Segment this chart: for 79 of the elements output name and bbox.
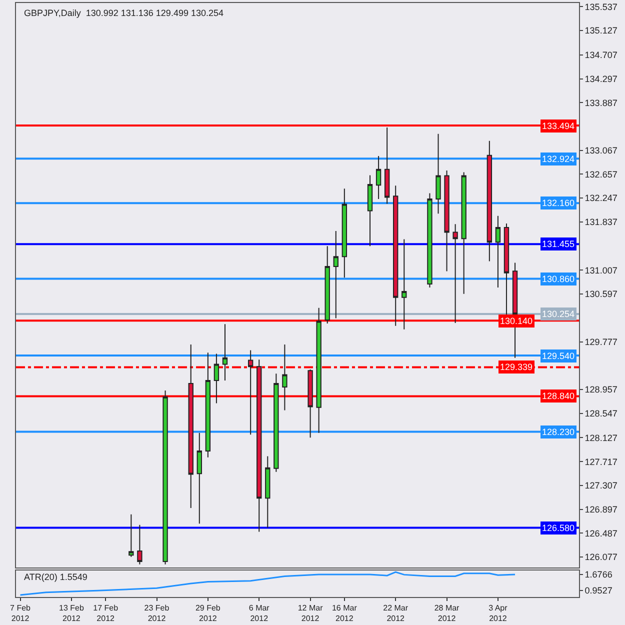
candlestick (274, 373, 279, 472)
y-tick-label: 129.777 (584, 336, 618, 347)
candlestick (256, 359, 262, 532)
y-tick-label: 126.077 (584, 552, 618, 562)
line-series (20, 571, 516, 596)
candlestick (393, 185, 398, 326)
candlestick (282, 344, 288, 411)
ref-line-label: 130.254 (542, 309, 575, 319)
candlestick (214, 353, 220, 404)
x-tick-label: 12 Mar 2012 (298, 604, 324, 623)
x-tick-label: 28 Mar 2012 (434, 604, 460, 623)
candlestick (137, 524, 142, 565)
y-tick-label: 0.9527 (584, 585, 612, 596)
x-tick-label: 3 Apr 2012 (488, 604, 508, 623)
x-tick-label: 17 Feb 2012 (93, 604, 119, 623)
ref-line-label: 126.580 (542, 523, 575, 533)
candlestick (495, 215, 501, 288)
candlestick (316, 307, 322, 434)
y-tick-label: 126.487 (584, 528, 618, 538)
x-tick-label: 7 Feb 2012 (10, 604, 32, 623)
y-tick-label: 1.6766 (584, 569, 612, 580)
candlestick (333, 230, 338, 319)
ref-line-label: 130.860 (542, 274, 575, 284)
x-tick-label: 23 Feb 2012 (144, 604, 170, 623)
x-tick-label: 29 Feb 2012 (195, 604, 221, 623)
y-tick-label: 135.127 (584, 26, 618, 36)
y-tick-label: 127.307 (584, 480, 618, 491)
ref-line-label: 132.924 (542, 154, 575, 164)
candlestick (188, 344, 194, 508)
y-tick-label: 133.887 (584, 98, 618, 108)
candlestick (504, 222, 510, 316)
candlestick (205, 352, 211, 458)
candlestick (196, 432, 202, 524)
ref-line-label: 133.494 (542, 121, 575, 131)
ref-line-label: 129.540 (542, 351, 575, 361)
text: GBPJPY,Daily 130.992 131.136 129.499 130.254 (24, 8, 224, 18)
y-tick-label: 128.127 (584, 432, 618, 443)
y-tick-label: 131.007 (584, 265, 618, 276)
ref-line-label: 132.160 (542, 198, 575, 208)
ref-line-label: 130.140 (500, 316, 533, 326)
candlestick (128, 514, 134, 558)
candlestick (162, 390, 168, 565)
y-tick-label: 128.957 (584, 384, 618, 395)
candlestick (427, 192, 432, 288)
candlestick (384, 127, 390, 204)
candlestick (461, 172, 466, 294)
candlestick (265, 456, 270, 528)
candlestick (402, 238, 407, 330)
x-tick-label: 16 Mar 2012 (332, 604, 358, 623)
y-tick-label: 133.067 (584, 146, 618, 156)
candlestick (376, 156, 382, 200)
ref-line-label: 131.455 (542, 239, 575, 249)
candlestick (444, 170, 450, 272)
y-tick-label: 132.657 (584, 169, 618, 180)
candlestick (486, 140, 492, 262)
candlestick (452, 224, 458, 324)
ref-line-label: 129.339 (500, 362, 533, 372)
y-tick-label: 126.897 (584, 504, 618, 514)
y-tick-label: 134.707 (584, 50, 618, 60)
y-tick-label: 127.717 (584, 456, 618, 467)
candlestick (324, 246, 330, 324)
y-tick-label: 132.247 (584, 193, 618, 204)
y-tick-label: 130.597 (584, 289, 618, 300)
y-tick-label: 128.547 (584, 408, 618, 418)
y-tick-label: 134.297 (584, 74, 618, 84)
candlestick (308, 369, 313, 438)
y-tick-label: 135.537 (584, 2, 618, 12)
candlestick (222, 324, 228, 382)
candlestick (342, 188, 348, 278)
candlestick (367, 174, 373, 247)
candlestick (248, 350, 254, 436)
candlestick (436, 133, 441, 214)
chart-title: ATR(20) 1.5549 (24, 572, 88, 582)
x-tick-label: 13 Feb 2012 (58, 604, 84, 623)
ref-line-label: 128.840 (542, 391, 575, 401)
ref-line-label: 128.230 (542, 427, 575, 437)
y-tick-label: 131.837 (584, 217, 618, 228)
x-tick-label: 6 Mar 2012 (248, 604, 270, 623)
x-tick-label: 22 Mar 2012 (383, 604, 408, 623)
